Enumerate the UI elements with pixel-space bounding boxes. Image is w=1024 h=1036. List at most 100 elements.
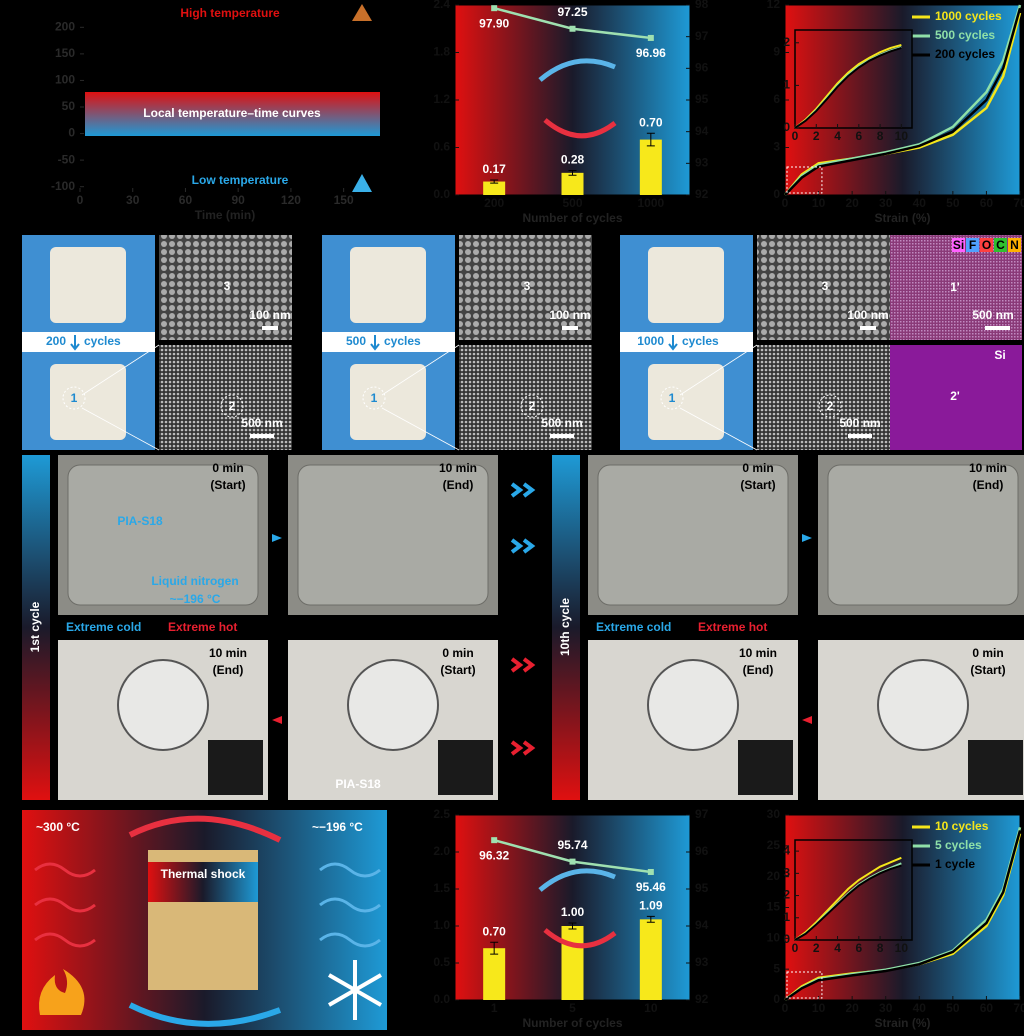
y2-tick-label: 94 (695, 124, 709, 138)
eds-overlay (890, 235, 1022, 340)
tray (827, 464, 1019, 606)
cycle-unit: cycles (84, 334, 121, 348)
legend-label: 5 cycles (935, 838, 982, 852)
y2-tick-label: 94 (695, 918, 709, 932)
bar-label: 0.28 (561, 153, 585, 167)
controller (438, 740, 493, 795)
x-tick-label: 40 (913, 196, 927, 210)
bar-label: 1.09 (639, 899, 663, 913)
legend-label: 200 cycles (935, 47, 995, 61)
cycle-arrow (543, 928, 617, 949)
y-tick-label: 0.0 (433, 992, 450, 1006)
series-line (794, 864, 902, 941)
error-bar (568, 169, 577, 176)
line-label: 97.25 (557, 5, 587, 19)
x-tick-label: 20 (845, 196, 859, 210)
sem-zoom (757, 235, 890, 340)
time-label: 10 min (209, 646, 247, 660)
x-axis-label: Number of cycles (522, 211, 622, 225)
x-axis-label: Strain (%) (874, 211, 930, 225)
down-arrow (668, 335, 678, 351)
x-tick-label: 50 (946, 1001, 960, 1015)
x-tick-label: 40 (913, 1001, 927, 1015)
line-label: 97.90 (479, 16, 509, 30)
x-tick-label: 0 (77, 193, 84, 207)
zoom-box (786, 166, 823, 194)
heat-wave (34, 932, 96, 948)
state-label: (Start) (210, 478, 245, 492)
bar-label: 0.17 (482, 162, 506, 176)
overview-marker (520, 394, 544, 418)
fan (347, 659, 439, 751)
y-tick-label: 3 (773, 140, 780, 154)
x-tick-label: 2 (813, 129, 820, 143)
down-arrow (370, 335, 380, 351)
overview-marker (818, 394, 842, 418)
y2-tick-label: 97 (695, 29, 709, 43)
x-tick-label: 10 (644, 1001, 658, 1015)
x-tick-label: 60 (179, 193, 193, 207)
scale-label: 100 nm (549, 308, 590, 322)
series-line (794, 46, 902, 129)
series-line (794, 856, 902, 941)
tray (597, 464, 789, 606)
x-tick-label: 0 (792, 129, 799, 143)
time-label: 0 min (212, 461, 243, 475)
state-label: (End) (973, 478, 1004, 492)
scale-label: 500 nm (241, 416, 282, 430)
cycle-unit: cycles (682, 334, 719, 348)
x-tick-label: 1 (491, 1001, 498, 1015)
y-tick-label: 25 (767, 838, 781, 852)
state-label: (Start) (740, 478, 775, 492)
element-swatch (980, 238, 993, 252)
x-tick-label: 10 (895, 129, 909, 143)
y-tick-label: 10 (767, 931, 781, 945)
line-label: 95.74 (557, 838, 587, 852)
legend-label: 500 cycles (935, 28, 995, 42)
cycle-count: 500 (346, 334, 366, 348)
series-line (784, 830, 1022, 1002)
element-label: O (982, 238, 991, 252)
fan (877, 659, 969, 751)
element-label: F (969, 238, 976, 252)
cycle-count: 1000 (637, 334, 664, 348)
series-line (784, 4, 1022, 196)
region-label: 2' (950, 389, 960, 403)
chevron (510, 740, 536, 756)
x-tick-label: 0 (792, 941, 799, 955)
cold-temperature: ~−196 °C (312, 820, 363, 834)
note: ~−196 °C (170, 592, 221, 606)
cycle-bar (552, 455, 580, 800)
bar-label: 1.00 (561, 905, 585, 919)
x-tick-label: 30 (879, 1001, 893, 1015)
shock-label: Thermal shock (161, 867, 246, 881)
flow-arrow (272, 716, 282, 724)
cycle-arrow (128, 1002, 282, 1027)
overview-label: 2 (229, 399, 236, 413)
legend-label: 1000 cycles (935, 9, 1002, 23)
x-tick-label: 20 (845, 1001, 859, 1015)
tray (297, 464, 489, 606)
line-label: 95.46 (636, 880, 666, 894)
scale-label: 100 nm (249, 308, 290, 322)
time-label: 10 min (739, 646, 777, 660)
time-label: 0 min (742, 461, 773, 475)
plot-area (784, 814, 1021, 1001)
bar (561, 172, 584, 195)
y2-tick-label: 96 (695, 844, 709, 858)
element-label: Si (953, 238, 964, 252)
heat-wave (34, 897, 96, 913)
zoom-box (786, 971, 823, 999)
cycle-arrow (538, 868, 616, 892)
cycle-count: 200 (46, 334, 66, 348)
bar-label: 0.70 (482, 924, 506, 938)
scale-label: 500 nm (541, 416, 582, 430)
sem-zoom (159, 235, 292, 340)
y-tick-label: 6 (773, 92, 780, 106)
y-tick-label: 1.0 (433, 918, 450, 932)
cold-label: Extreme cold (66, 620, 141, 634)
scale-label: 500 nm (839, 416, 880, 430)
state-label: (Start) (440, 663, 475, 677)
